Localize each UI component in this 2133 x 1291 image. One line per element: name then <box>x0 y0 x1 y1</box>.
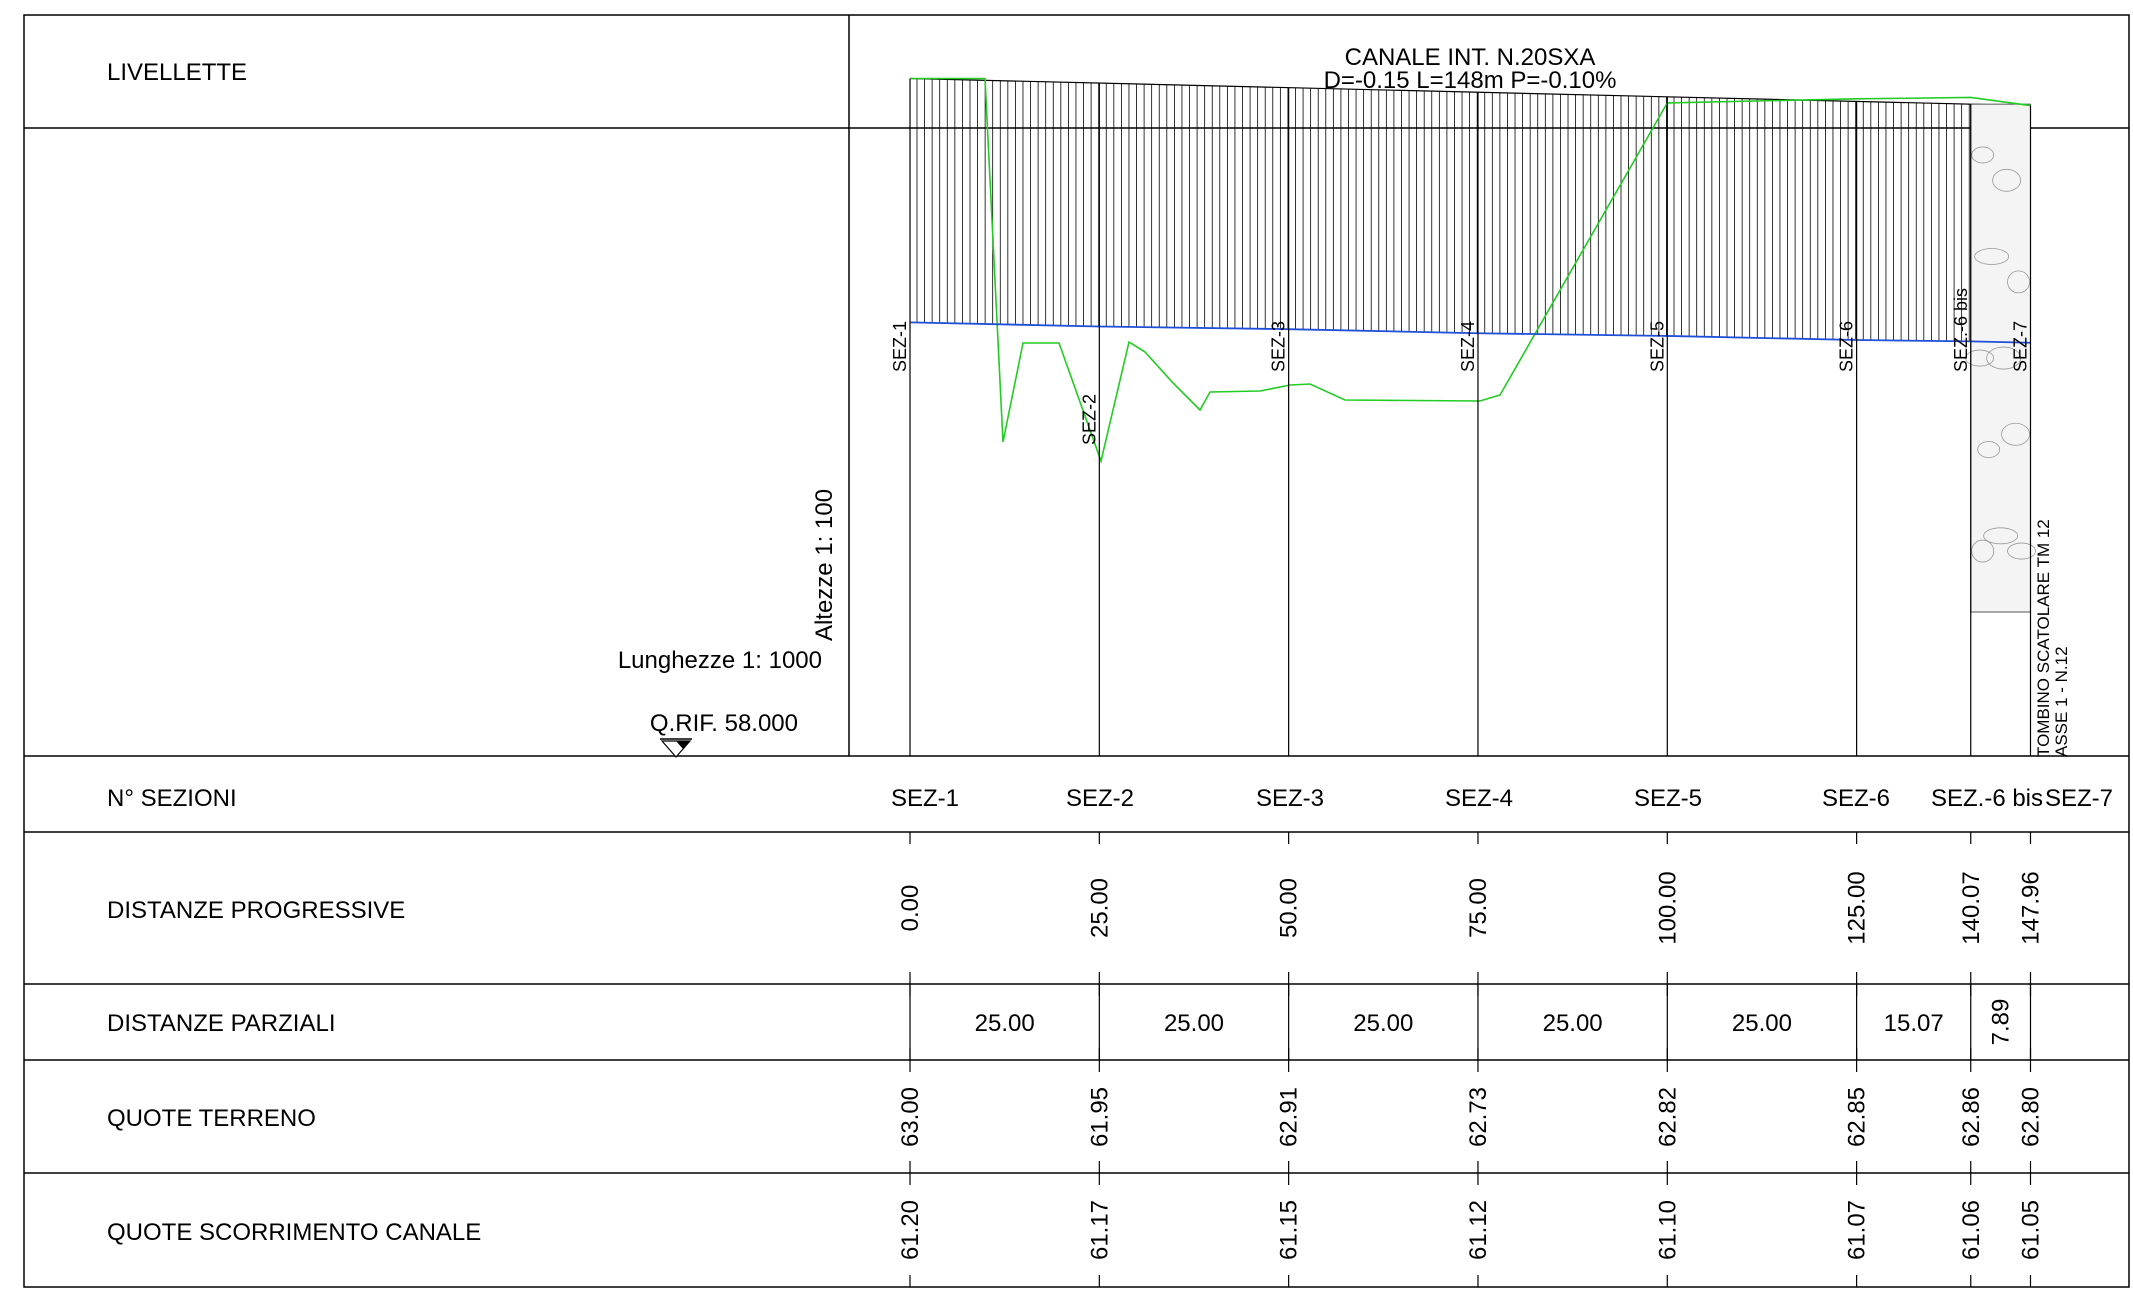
section-name: SEZ-1 <box>891 785 959 812</box>
section-markers: SEZ-1 SEZ-2 SEZ-3 SEZ-4 SEZ-5 SEZ-6 SEZ.-6 bis… <box>890 78 2032 756</box>
ground-elevation: 62.85 <box>1844 1087 1871 1147</box>
section-name: SEZ.-6 bis <box>1931 785 2043 812</box>
reference-level-label: Q.RIF. 58.000 <box>650 710 798 737</box>
channel-elevation: 61.06 <box>1958 1200 1985 1260</box>
channel-elevation: 61.17 <box>1086 1200 1113 1260</box>
section-label: SEZ-5 <box>1647 321 1667 372</box>
partial-row-label: DISTANZE PARZIALI <box>107 1010 335 1037</box>
section-name: SEZ-3 <box>1256 785 1324 812</box>
channel-elevation: 61.10 <box>1654 1200 1681 1260</box>
section-name: SEZ-5 <box>1634 785 1702 812</box>
partial-distance: 25.00 <box>1543 1010 1603 1037</box>
ground-elevation: 61.95 <box>1086 1087 1113 1147</box>
partial-distance: 25.00 <box>1732 1010 1792 1037</box>
channel-elevation: 61.12 <box>1465 1200 1492 1260</box>
culvert-stone <box>2007 270 2030 294</box>
culvert-stone <box>1971 146 1995 164</box>
ground-elevation: 62.91 <box>1276 1087 1303 1147</box>
culvert-stone <box>2001 422 2030 446</box>
progressive-distance: 147.96 <box>2018 871 2045 944</box>
section-name: SEZ-2 <box>1066 785 1134 812</box>
profile-hatching <box>909 77 2031 342</box>
culvert-stone <box>1983 527 2019 545</box>
partial-distance: 15.07 <box>1884 1010 1944 1037</box>
culvert-stone <box>1965 349 1995 367</box>
progressive-distance: 75.00 <box>1465 878 1492 938</box>
channel-elevation: 61.07 <box>1844 1200 1871 1260</box>
ground-elevation: 62.80 <box>2018 1087 2045 1147</box>
partial-distance: 7.89 <box>1988 999 2015 1046</box>
channel-elevation: 61.15 <box>1276 1200 1303 1260</box>
section-label: SEZ-4 <box>1458 321 1478 372</box>
ground-elevation: 62.86 <box>1958 1087 1985 1147</box>
section-label: SEZ-1 <box>890 321 910 372</box>
section-name: SEZ-6 <box>1822 785 1890 812</box>
section-label: SEZ-6 <box>1837 321 1857 372</box>
channel-bottom-line <box>909 321 2031 344</box>
progressive-distance: 140.07 <box>1958 871 1985 944</box>
canal-title: CANALE INT. N.20SXA <box>1345 44 1596 71</box>
progressive-distance: 0.00 <box>897 885 924 932</box>
partial-distance: 25.00 <box>1353 1010 1413 1037</box>
horizontal-scale-label: Lunghezze 1: 1000 <box>618 647 822 674</box>
culvert-stone <box>1986 346 2022 370</box>
sections-row-label: N° SEZIONI <box>107 785 237 812</box>
ground-elevation: 62.82 <box>1654 1087 1681 1147</box>
culvert-stone <box>1977 441 2001 458</box>
ground-elevation: 63.00 <box>897 1087 924 1147</box>
progressive-row-label: DISTANZE PROGRESSIVE <box>107 897 405 924</box>
profile-lines <box>909 77 2031 464</box>
ground-row-label: QUOTE TERRENO <box>107 1105 316 1132</box>
progressive-distance: 125.00 <box>1844 871 1871 944</box>
channel-elevation: 61.20 <box>897 1200 924 1260</box>
partial-distance: 25.00 <box>1164 1010 1224 1037</box>
culvert-sublabel: ASSE 1 - N.12 <box>2052 646 2071 757</box>
profile-top-line <box>909 77 2031 107</box>
culvert-stone <box>1971 539 1995 563</box>
channel-elevation: 61.05 <box>2018 1200 2045 1260</box>
culvert-stone <box>1992 168 2022 192</box>
culvert-stone <box>2007 542 2036 560</box>
section-label: SEZ-2 <box>1079 394 1099 445</box>
section-label: SEZ-7 <box>2011 321 2031 372</box>
partial-distance: 25.00 <box>975 1010 1035 1037</box>
progressive-distance: 25.00 <box>1086 878 1113 938</box>
progressive-distance: 50.00 <box>1276 878 1303 938</box>
section-name: SEZ-7 <box>2045 785 2113 812</box>
vertical-scale-label: Altezze 1: 100 <box>811 489 838 641</box>
culvert-stone <box>1974 248 2010 265</box>
section-name: SEZ-4 <box>1445 785 1513 812</box>
table-frame <box>23 14 2130 1288</box>
livellette-label: LIVELLETTE <box>107 59 247 86</box>
channel-row-label: QUOTE SCORRIMENTO CANALE <box>107 1219 481 1246</box>
outer-border <box>23 14 2130 1288</box>
reference-level-marker-icon <box>660 738 692 758</box>
section-label: SEZ-3 <box>1269 321 1289 372</box>
section-label: SEZ.-6 bis <box>1951 288 1971 372</box>
culvert-label: TOMBINO SCATOLARE TM 12 <box>2034 519 2053 757</box>
progressive-distance: 100.00 <box>1654 871 1681 944</box>
ground-elevation: 62.73 <box>1465 1087 1492 1147</box>
ground-level-line <box>910 77 2031 464</box>
table-values: SEZ-1 0.00 63.00 61.20 SEZ-2 25.00 61.95 61.17 S… <box>891 785 2113 1287</box>
